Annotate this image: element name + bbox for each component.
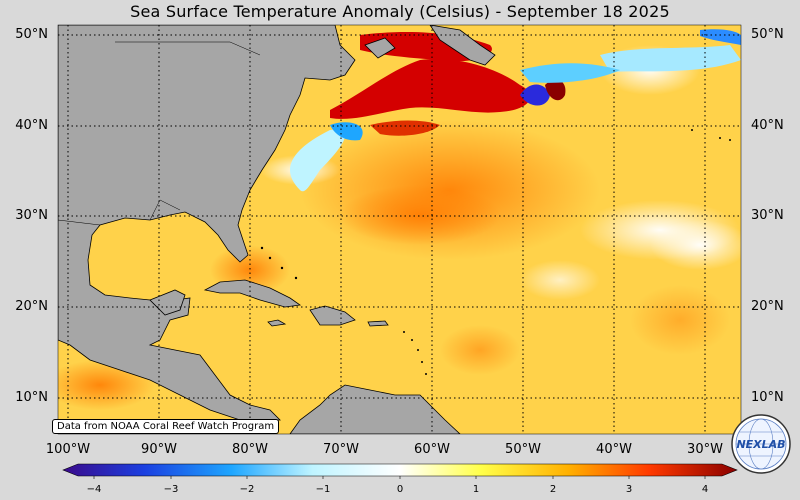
small-islands (260, 129, 731, 375)
colorbar-tick-label: −3 (163, 484, 179, 495)
cool-anomaly-band (600, 45, 741, 72)
lat-label-30n-right: 30°N (751, 208, 784, 223)
lat-label-40n-left: 40°N (15, 118, 48, 133)
cuba (203, 279, 302, 308)
south-america (289, 384, 461, 434)
lon-label-40w: 40°W (596, 442, 632, 457)
nexlab-globe-logo: NEXLAB (731, 414, 791, 474)
colorbar-tick-label: 4 (701, 484, 709, 495)
lat-label-20n-left: 20°N (15, 299, 48, 314)
map-plot-area (58, 25, 741, 434)
lat-label-10n-left: 10°N (15, 390, 48, 405)
colorbar-tick-label: 3 (625, 484, 633, 495)
colorbar-tick-label: −4 (86, 484, 102, 495)
lat-label-30n-left: 30°N (15, 208, 48, 223)
data-source-credit: Data from NOAA Coral Reef Watch Program (52, 419, 280, 434)
lon-label-80w: 80°W (232, 442, 268, 457)
lon-label-30w: 30°W (687, 442, 723, 457)
lat-label-20n-right: 20°N (751, 299, 784, 314)
lon-label-90w: 90°W (141, 442, 177, 457)
colorbar-scale (62, 463, 738, 477)
cold-anomaly-eddy (520, 84, 550, 106)
colorbar (62, 463, 738, 479)
lat-label-10n-right: 10°N (751, 390, 784, 405)
lat-label-50n-left: 50°N (15, 27, 48, 42)
strong-warm-anomaly (330, 59, 531, 119)
lat-label-40n-right: 40°N (751, 118, 784, 133)
colorbar-tick-label: −2 (239, 484, 255, 495)
graticule (58, 25, 741, 434)
logo-text: NEXLAB (736, 438, 785, 451)
lon-label-70w: 70°W (323, 442, 359, 457)
colorbar-tick-label: 0 (396, 484, 404, 495)
colorbar-tick-label: −1 (315, 484, 331, 495)
colorbar-tick-label: 2 (549, 484, 557, 495)
lon-label-100w: 100°W (45, 442, 91, 457)
lon-label-50w: 50°W (505, 442, 541, 457)
land-masses (58, 25, 496, 434)
map-title: Sea Surface Temperature Anomaly (Celsius… (130, 2, 670, 21)
colorbar-tick-label: 1 (472, 484, 480, 495)
lon-label-60w: 60°W (414, 442, 450, 457)
lat-label-50n-right: 50°N (751, 27, 784, 42)
